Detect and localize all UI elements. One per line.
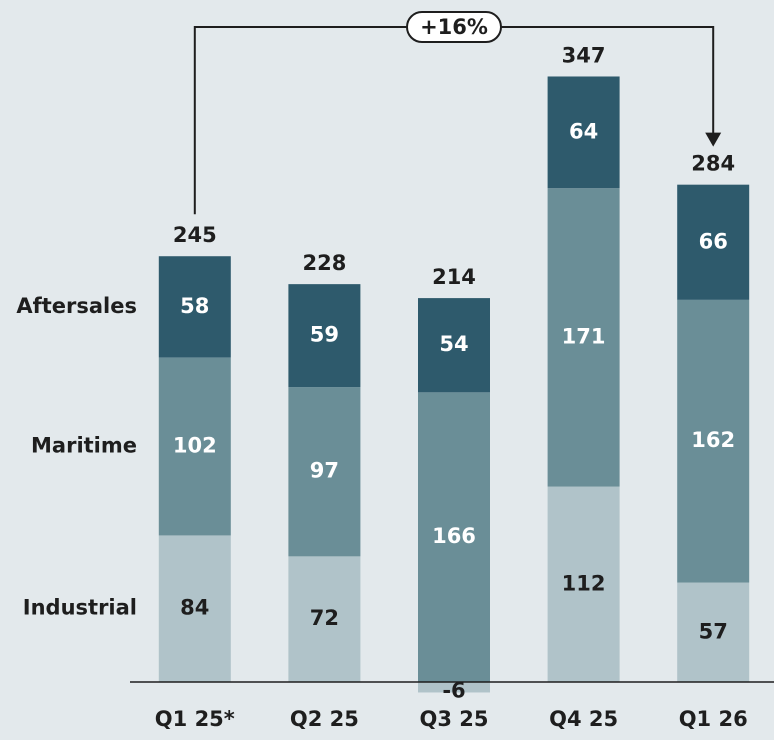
bar-segment (288, 387, 361, 557)
bar-segment (418, 392, 490, 682)
annotation-box (406, 11, 502, 43)
segment-label: 166 (432, 524, 476, 548)
arrow-head (705, 132, 722, 147)
bar-segment (677, 184, 750, 300)
legend-label: Maritime (31, 433, 137, 457)
bar-segment (677, 299, 750, 583)
annotation: +16% (420, 15, 488, 39)
segment-label: 59 (310, 323, 339, 347)
segment-label: 58 (180, 294, 209, 318)
bar-segment (288, 284, 361, 388)
bar-segment (158, 357, 231, 536)
bar-segment (288, 556, 361, 682)
segment-label: 171 (562, 324, 606, 348)
segment-label: 64 (569, 119, 598, 143)
segment-label: 97 (310, 459, 339, 483)
bar-segment (547, 188, 620, 487)
growth-arrow (193, 26, 715, 215)
bar-segment (418, 682, 490, 693)
total-label: 347 (562, 43, 606, 67)
total-label: 214 (432, 265, 476, 289)
bar-segment (158, 535, 231, 682)
total-label: 245 (173, 223, 217, 247)
segment-label: 112 (562, 571, 606, 595)
x-tick-label: Q3 25 (420, 707, 489, 731)
x-tick-label: Q4 25 (549, 707, 618, 731)
x-tick-label: Q1 26 (679, 707, 748, 731)
bar-segment (547, 76, 620, 189)
segment-label: 54 (439, 332, 468, 356)
segment-label: 84 (180, 596, 209, 620)
segment-label: 72 (310, 606, 339, 630)
total-label: 228 (302, 251, 346, 275)
bar-segment (418, 298, 490, 393)
legend-label: Industrial (23, 596, 137, 620)
x-tick-label: Q1 25* (155, 707, 235, 731)
bar-segment (677, 582, 750, 682)
total-label: 284 (691, 152, 735, 176)
segment-label: 66 (699, 229, 728, 253)
bar-segment (158, 256, 231, 358)
legend-label: Aftersales (16, 294, 137, 318)
x-tick-label: Q2 25 (290, 707, 359, 731)
segment-label: -6 (442, 678, 465, 702)
bar-segment (547, 486, 620, 682)
segment-label: 57 (699, 619, 728, 643)
segment-label: 162 (691, 428, 735, 452)
segment-label: 102 (173, 433, 217, 457)
